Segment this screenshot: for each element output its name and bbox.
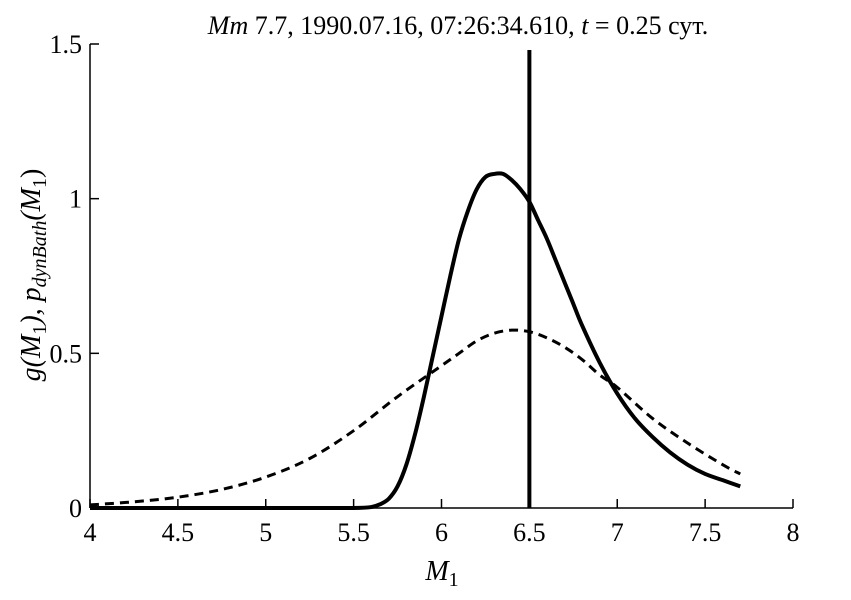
x-axis-label: M1 bbox=[424, 556, 458, 591]
x-tick-label: 5.5 bbox=[337, 518, 370, 547]
y-tick-label: 1 bbox=[69, 185, 82, 214]
x-tick-label: 5 bbox=[259, 518, 272, 547]
tick-labels: 4 4.5 5 5.5 6 6.5 7 7.5 8 0 0.5 1 1.5 bbox=[50, 30, 800, 547]
title-main: 7.7, 1990.07.16, 07:26:34.610, bbox=[248, 11, 581, 40]
y-label-close: ) bbox=[16, 169, 47, 178]
x-tick-label: 6 bbox=[435, 518, 448, 547]
series bbox=[89, 171, 741, 511]
x-axis-label-sub: 1 bbox=[449, 569, 459, 591]
y-label-sub-dynbath: dynBath bbox=[29, 221, 51, 288]
y-tick-label: 1.5 bbox=[50, 30, 83, 59]
ticks bbox=[89, 43, 794, 509]
y-label-sub-1: 1 bbox=[29, 325, 51, 335]
x-tick-label: 7.5 bbox=[689, 518, 722, 547]
chart-title: Mm 7.7, 1990.07.16, 07:26:34.610, t = 0.… bbox=[207, 11, 708, 40]
x-tick-label: 8 bbox=[787, 518, 800, 547]
x-tick-label: 4.5 bbox=[162, 518, 195, 547]
y-label-sub-2: 1 bbox=[29, 178, 51, 188]
x-tick-label: 6.5 bbox=[513, 518, 546, 547]
axes bbox=[89, 44, 793, 509]
y-label-g: g(M bbox=[16, 333, 47, 381]
y-tick-label: 0 bbox=[69, 494, 82, 523]
x-axis-label-base: M bbox=[424, 556, 450, 587]
title-t-value: = 0.25 сут. bbox=[588, 11, 708, 40]
title-prefix: Mm bbox=[207, 11, 248, 40]
y-axis-label: g(M1), pdynBath(M1) bbox=[16, 169, 51, 382]
y-tick-label: 0.5 bbox=[50, 339, 83, 368]
x-tick-label: 4 bbox=[84, 518, 97, 547]
y-label-p: ), p bbox=[16, 287, 47, 326]
x-tick-label: 7 bbox=[611, 518, 624, 547]
dashed-series-line bbox=[89, 328, 741, 507]
title-t-symbol: t bbox=[581, 11, 589, 40]
solid-series-line bbox=[90, 171, 741, 511]
y-label-m: (M bbox=[16, 186, 47, 220]
